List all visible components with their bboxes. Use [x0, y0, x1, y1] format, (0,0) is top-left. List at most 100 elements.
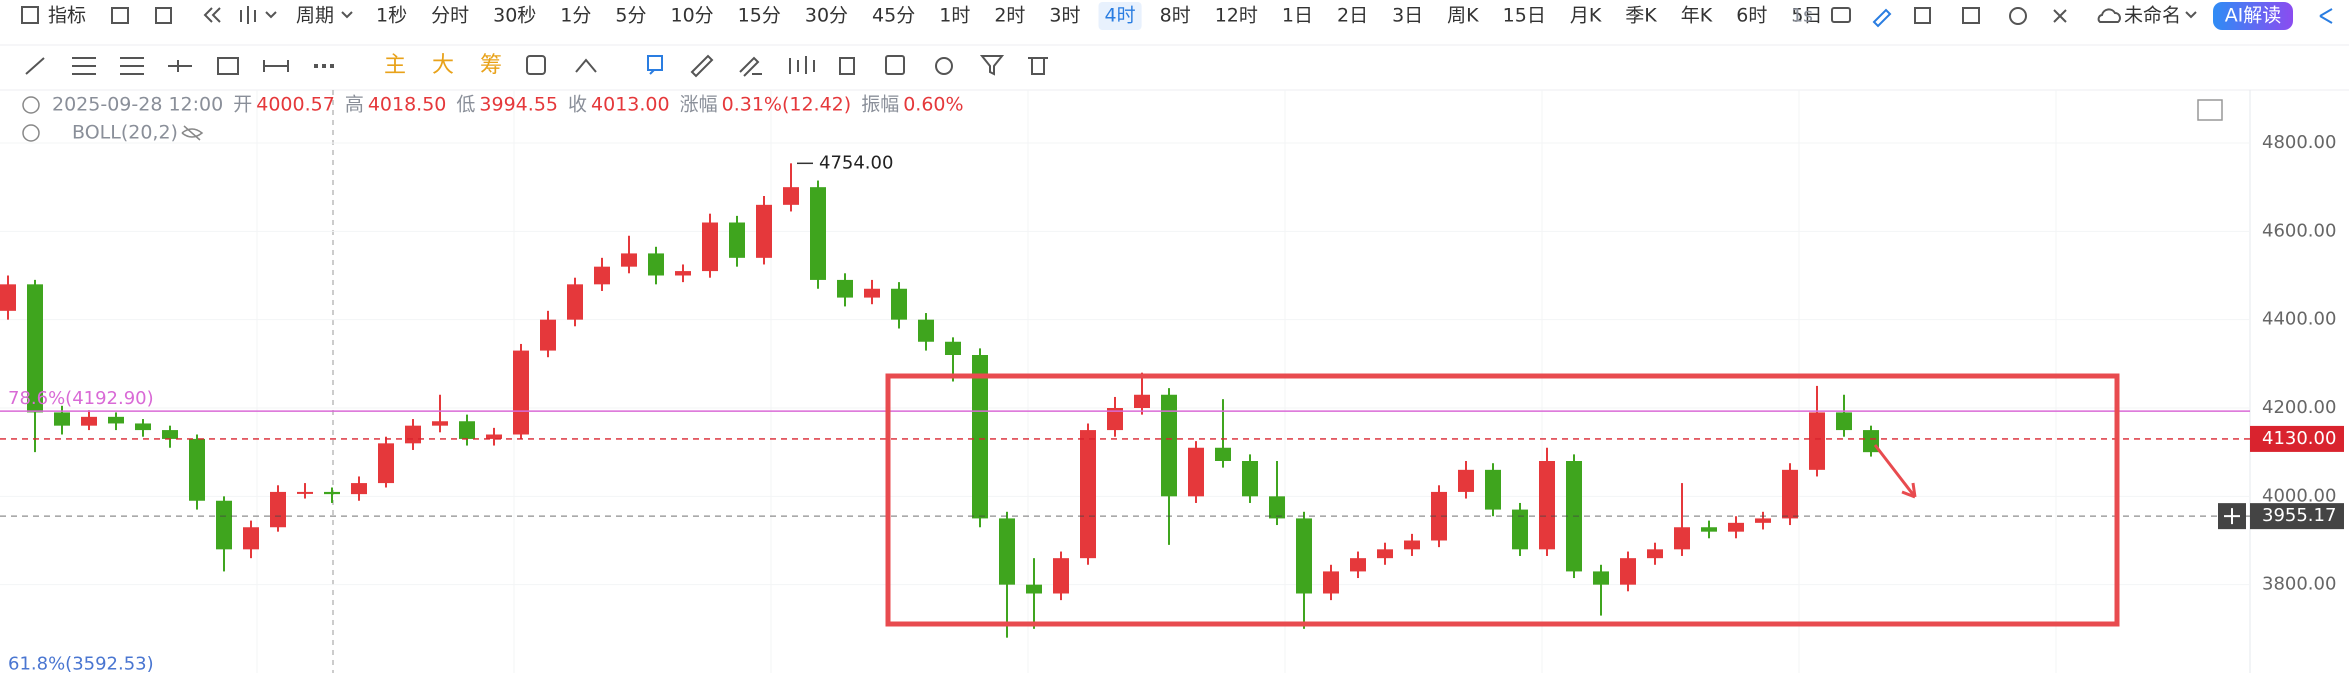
filter-tool[interactable] — [979, 55, 1005, 76]
candle-body — [1485, 469, 1501, 510]
period-option[interactable]: 30秒 — [493, 5, 536, 27]
period-label: 周期 — [296, 5, 334, 27]
period-option[interactable]: 12时 — [1215, 5, 1258, 27]
channel-tool[interactable] — [120, 57, 144, 75]
period-option[interactable]: 5分 — [615, 5, 646, 27]
tool[interactable] — [789, 56, 815, 74]
period-option[interactable]: 30分 — [805, 5, 848, 27]
layout-name[interactable]: 未命名 — [2097, 5, 2197, 27]
collapse-icon[interactable] — [22, 96, 40, 114]
candle-body — [1242, 461, 1258, 497]
candle-body — [1836, 412, 1852, 431]
chip-tool[interactable]: 主 — [384, 53, 406, 78]
candle-body — [567, 284, 583, 320]
candle-body — [1188, 447, 1204, 497]
period-option[interactable]: 5日 — [1791, 5, 1822, 27]
candle-body — [1026, 584, 1042, 594]
range-tool[interactable] — [263, 60, 289, 72]
period-option[interactable]: 2时 — [994, 5, 1025, 27]
candle-body — [837, 279, 853, 298]
candle-body — [324, 491, 340, 495]
period-option[interactable]: 15分 — [738, 5, 781, 27]
period-option[interactable]: 10分 — [670, 5, 713, 27]
period-option[interactable]: 季K — [1625, 5, 1657, 27]
indicator-button[interactable]: 指标 — [21, 5, 86, 27]
price-tag-label: 4130.00 — [2262, 428, 2336, 449]
line-tool[interactable] — [25, 57, 45, 75]
period-option[interactable]: 1时 — [939, 5, 970, 27]
chip-tool[interactable]: 筹 — [480, 53, 502, 78]
period-option[interactable]: 周K — [1447, 5, 1479, 27]
caret — [341, 11, 353, 19]
candle-body — [1593, 571, 1609, 585]
ai-button[interactable]: AI解读 — [2213, 2, 2293, 30]
period-option[interactable]: 月K — [1570, 5, 1602, 27]
candle-body — [189, 438, 205, 501]
candle-body — [486, 434, 502, 439]
candle-body — [459, 421, 475, 439]
candle-body — [378, 443, 394, 484]
candle-body — [108, 416, 124, 424]
active-period-bg — [1098, 2, 1142, 30]
tool[interactable] — [526, 55, 546, 75]
period-button[interactable]: 周期 — [296, 5, 353, 27]
tool[interactable] — [839, 57, 855, 75]
period-option[interactable]: 年K — [1681, 5, 1713, 27]
candle-body — [81, 416, 97, 426]
calendar-icon[interactable] — [111, 7, 129, 24]
info-value: 0.31%(12.42) — [722, 94, 852, 116]
chart-type-icon[interactable] — [240, 6, 277, 24]
parallel-tool[interactable] — [72, 57, 96, 75]
tool[interactable] — [575, 58, 597, 73]
candle-body — [351, 483, 367, 495]
candle-body — [864, 288, 880, 298]
layout-name-text: 未命名 — [2124, 5, 2181, 27]
collapse-icon[interactable] — [22, 124, 40, 142]
share-icon[interactable] — [2319, 8, 2333, 24]
plus-icon — [2224, 508, 2240, 525]
delete-tool[interactable] — [1028, 57, 1048, 75]
hide-icon[interactable] — [181, 125, 204, 141]
trend-arrow — [1873, 444, 1917, 499]
fullscreen-icon[interactable] — [2053, 9, 2067, 23]
layout-icon[interactable] — [155, 7, 172, 24]
rect-tool[interactable] — [217, 57, 239, 75]
candle-body — [729, 222, 745, 258]
period-option[interactable]: 2日 — [1337, 5, 1368, 27]
interval-label[interactable]: 1s — [1791, 5, 1813, 27]
period-option[interactable]: 1分 — [560, 5, 591, 27]
period-option[interactable]: 1日 — [1282, 5, 1313, 27]
period-option[interactable]: 6时 — [1736, 5, 1767, 27]
camera-icon[interactable] — [1831, 7, 1851, 23]
hline-tool[interactable] — [168, 60, 192, 72]
ai-button-label: AI解读 — [2225, 5, 2282, 27]
chip-tool[interactable]: 大 — [432, 53, 454, 78]
icon[interactable] — [1962, 7, 1980, 24]
candle-body — [756, 204, 772, 258]
settings-icon[interactable] — [2009, 7, 2027, 25]
period-option[interactable]: 1秒 — [376, 5, 407, 27]
tool[interactable] — [647, 55, 663, 75]
y-tick-label: 4400.00 — [2262, 309, 2336, 330]
period-option[interactable]: 4时 — [1105, 5, 1136, 27]
tool[interactable] — [885, 55, 905, 75]
icon[interactable] — [1914, 7, 1931, 24]
expand-icon[interactable] — [2197, 99, 2223, 121]
info-value: 4000.57 — [256, 94, 335, 116]
period-option[interactable]: 15日 — [1503, 5, 1546, 27]
tool[interactable] — [739, 56, 762, 77]
tool[interactable] — [690, 54, 714, 78]
fib-label: 78.6%(4192.90) — [8, 388, 154, 409]
period-option[interactable]: 3时 — [1049, 5, 1080, 27]
back-icon[interactable] — [203, 7, 221, 23]
period-option[interactable]: 8时 — [1160, 5, 1191, 27]
period-option[interactable]: 45分 — [872, 5, 915, 27]
draw-icon[interactable] — [1872, 8, 1892, 28]
period-option[interactable]: 3日 — [1392, 5, 1423, 27]
period-option[interactable]: 分时 — [431, 5, 469, 27]
candle-body — [1053, 558, 1069, 594]
candle-body — [1269, 496, 1285, 519]
candle-body — [54, 412, 70, 426]
tool[interactable] — [935, 57, 953, 75]
